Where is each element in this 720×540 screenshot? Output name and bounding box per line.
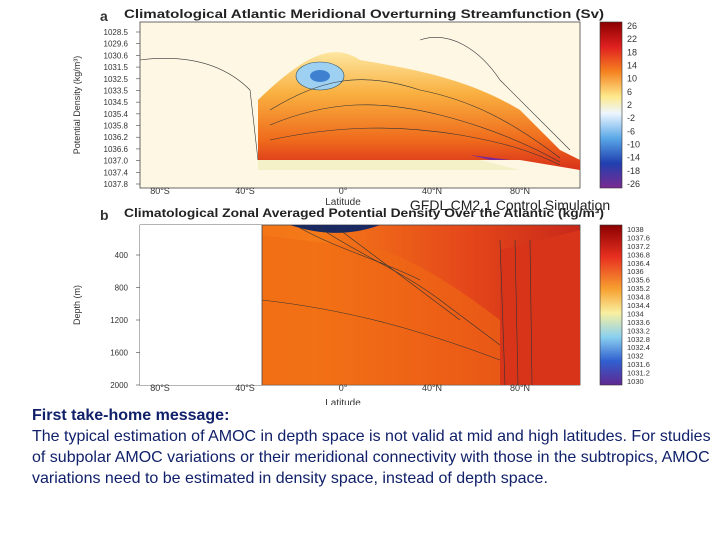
colorbar-label: 2 xyxy=(627,100,632,110)
y-tick-label: 1037.0 xyxy=(104,157,129,166)
x-tick-label: 40°N xyxy=(422,383,442,393)
overlay-label: GFDL CM2.1 Control Simulation xyxy=(410,197,610,213)
panel-letter: a xyxy=(100,8,108,24)
panel-letter: b xyxy=(100,207,109,223)
colorbar-label: -6 xyxy=(627,126,635,136)
y-tick-label: 1032.5 xyxy=(104,75,129,84)
y-tick-label: 1037.8 xyxy=(104,180,129,189)
y-tick-label: 1034.5 xyxy=(104,98,129,107)
x-tick-label: 40°S xyxy=(235,186,255,196)
x-tick-label: 80°S xyxy=(150,186,170,196)
y-tick-label: 1028.5 xyxy=(104,28,129,37)
message-body: The typical estimation of AMOC in depth … xyxy=(32,428,711,487)
colorbar-label: 1034.8 xyxy=(627,293,650,302)
colorbar-label: 6 xyxy=(627,87,632,97)
colorbar-label: 18 xyxy=(627,47,637,57)
colorbar-label: -26 xyxy=(627,179,640,189)
colorbar-label: 1032 xyxy=(627,352,644,361)
colorbar-label: 1036 xyxy=(627,267,644,276)
y-axis-label: Depth (m) xyxy=(72,285,82,325)
plot-a xyxy=(139,21,581,189)
panel-title: Climatological Zonal Averaged Potential … xyxy=(124,208,604,220)
colorbar-label: -14 xyxy=(627,153,640,163)
colorbar-a xyxy=(599,21,623,189)
x-tick-label: 80°S xyxy=(150,383,170,393)
colorbar-label: 10 xyxy=(627,74,637,84)
colorbar-label: 1036.4 xyxy=(627,259,650,268)
colorbar-label: 14 xyxy=(627,61,637,71)
y-tick-label: 2000 xyxy=(110,381,128,390)
colorbar-label: 1030 xyxy=(627,377,644,386)
y-tick-label: 1036.2 xyxy=(104,133,129,142)
colorbar-label: -2 xyxy=(627,113,635,123)
colorbar-label: -10 xyxy=(627,140,640,150)
y-tick-label: 1035.4 xyxy=(104,110,129,119)
y-tick-label: 1033.5 xyxy=(104,86,129,95)
x-tick-label: 0° xyxy=(339,186,348,196)
x-tick-label: 40°N xyxy=(422,186,442,196)
colorbar-label: 1037.6 xyxy=(627,233,650,242)
take-home-message: First take-home message: The typical est… xyxy=(32,405,716,489)
colorbar-label: 1032.8 xyxy=(627,335,650,344)
message-heading: First take-home message: xyxy=(32,407,230,424)
y-tick-label: 1600 xyxy=(110,349,128,358)
x-tick-label: 0° xyxy=(339,383,348,393)
colorbar-label: 1035.2 xyxy=(627,284,650,293)
x-axis-label: Latitude xyxy=(325,398,361,405)
colorbar-label: 1034.4 xyxy=(627,301,650,310)
colorbar-label: 1034 xyxy=(627,309,644,318)
colorbar-label: 1031.6 xyxy=(627,360,650,369)
y-tick-label: 1036.6 xyxy=(104,145,129,154)
x-tick-label: 80°N xyxy=(510,383,530,393)
colorbar-label: -18 xyxy=(627,166,640,176)
colorbar-label: 1038 xyxy=(627,225,644,234)
y-tick-label: 1200 xyxy=(110,316,128,325)
colorbar-label: 1037.2 xyxy=(627,242,650,251)
colorbar-label: 1033.6 xyxy=(627,318,650,327)
x-tick-label: 80°N xyxy=(510,186,530,196)
y-tick-label: 1029.6 xyxy=(104,40,129,49)
panel-title: Climatological Atlantic Meridional Overt… xyxy=(124,9,604,21)
x-tick-label: 40°S xyxy=(235,383,255,393)
figure: GFDL CM2.1 Control Simulation a Climatolo… xyxy=(72,8,650,405)
x-axis-label: Latitude xyxy=(325,197,361,208)
y-tick-label: 1031.5 xyxy=(104,63,129,72)
y-tick-label: 800 xyxy=(115,284,129,293)
colorbar-label: 1032.4 xyxy=(627,343,650,352)
colorbar-label: 22 xyxy=(627,34,637,44)
colorbar-label: 1033.2 xyxy=(627,326,650,335)
colorbar-label: 1031.2 xyxy=(627,369,650,378)
plot-b xyxy=(139,224,581,386)
y-tick-label: 1030.6 xyxy=(104,51,129,60)
colorbar-label: 26 xyxy=(627,21,637,31)
colorbar-b xyxy=(599,224,623,386)
y-axis-label: Potential Density (kg/m³) xyxy=(72,56,82,155)
y-tick-label: 1037.4 xyxy=(104,168,129,177)
y-tick-label: 400 xyxy=(115,251,129,260)
colorbar-label: 1036.8 xyxy=(627,250,650,259)
y-tick-label: 1035.8 xyxy=(104,122,129,131)
colorbar-label: 1035.6 xyxy=(627,276,650,285)
